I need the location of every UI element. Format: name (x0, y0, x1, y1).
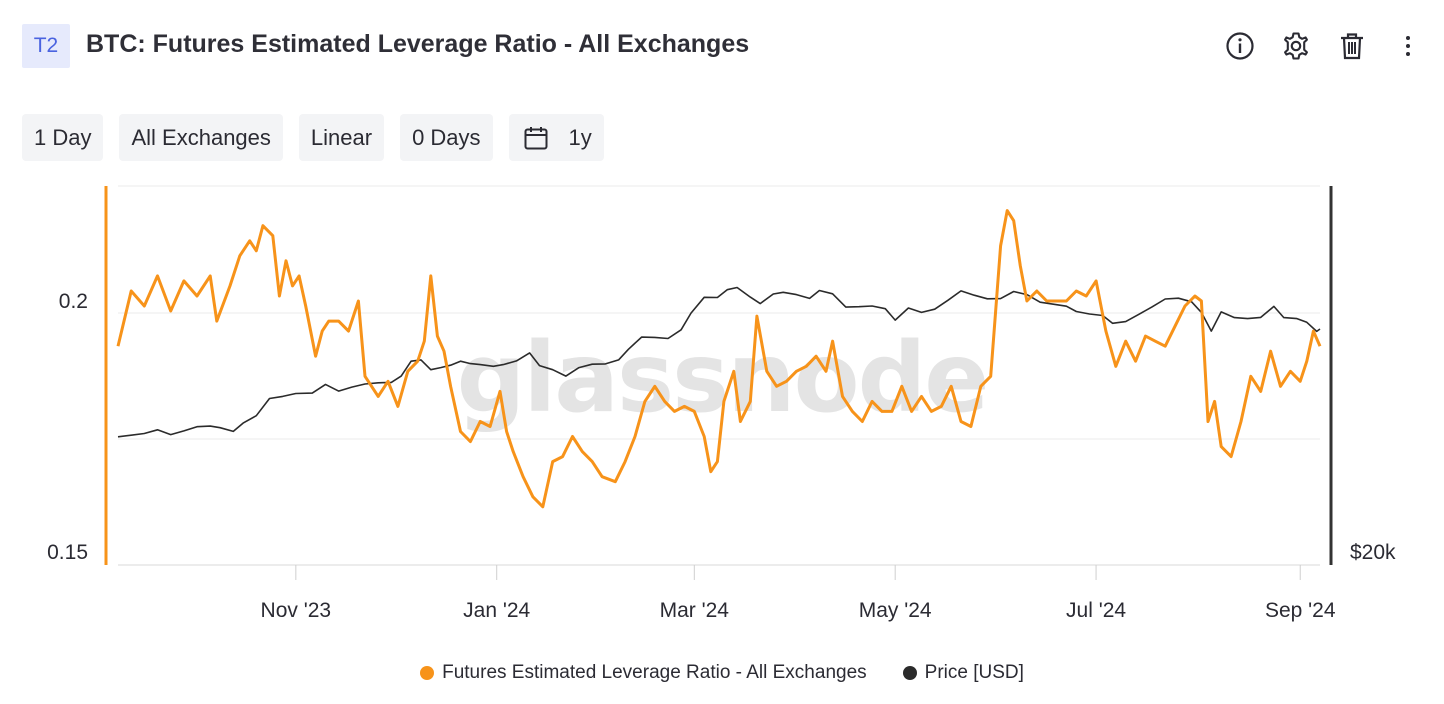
legend-swatch-price (902, 666, 917, 680)
legend-label-leverage: Futures Estimated Leverage Ratio - All E… (442, 662, 867, 683)
chart-controls: 1 Day All Exchanges Linear 0 Days 1y (22, 114, 604, 161)
x-tick-label: Mar '24 (660, 599, 730, 622)
axes (104, 186, 1333, 580)
legend-item-price[interactable]: Price [USD] (902, 662, 1024, 684)
date-range-label: 1y (568, 125, 592, 150)
y-right-tick-label: $20k (1350, 541, 1396, 564)
legend-swatch-leverage (420, 666, 435, 680)
y-left-tick-label: 0.15 (47, 541, 88, 564)
series (116, 209, 1322, 509)
resolution-select[interactable]: 1 Day (22, 114, 104, 161)
exchange-select[interactable]: All Exchanges (119, 114, 283, 161)
legend-label-price: Price [USD] (924, 662, 1024, 683)
more-vertical-icon[interactable] (1392, 30, 1424, 62)
axis-labels: Nov '23 Jan '24 Mar '24 May '24 Jul '24 Sep '… (47, 290, 1396, 622)
legend: Futures Estimated Leverage Ratio - All E… (0, 662, 1444, 684)
x-tick-label: Jul '24 (1066, 599, 1126, 622)
tier-badge: T2 (22, 24, 70, 68)
x-tick-label: Nov '23 (261, 599, 332, 622)
chart-title: BTC: Futures Estimated Leverage Ratio - … (86, 30, 750, 58)
info-icon[interactable] (1224, 30, 1256, 62)
y-left-tick-label: 0.2 (59, 290, 88, 313)
legend-item-leverage[interactable]: Futures Estimated Leverage Ratio - All E… (420, 662, 867, 684)
x-tick-label: Sep '24 (1265, 599, 1336, 622)
calendar-icon (524, 126, 548, 149)
trash-icon[interactable] (1336, 30, 1368, 62)
scale-select[interactable]: Linear (298, 114, 385, 161)
chart: glassnode Nov '23 Jan '24 Mar '24 May '24 Ju… (47, 185, 1396, 622)
date-range-select[interactable]: 1y (508, 114, 604, 161)
gear-icon[interactable] (1280, 30, 1312, 62)
x-tick-label: Jan '24 (463, 599, 530, 622)
moving-average-select[interactable]: 0 Days (400, 114, 493, 161)
leverage-line (116, 209, 1322, 509)
price-line (117, 286, 1321, 438)
x-tick-label: May '24 (859, 599, 932, 622)
chart-header: T2 BTC: Futures Estimated Leverage Ratio… (22, 24, 1424, 68)
toolbar (1224, 30, 1424, 62)
